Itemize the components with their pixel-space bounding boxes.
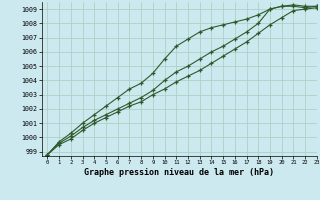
X-axis label: Graphe pression niveau de la mer (hPa): Graphe pression niveau de la mer (hPa) (84, 168, 274, 177)
